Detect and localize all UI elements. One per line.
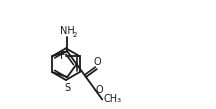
Text: S: S [64,83,70,93]
Text: NH: NH [60,26,75,36]
Text: O: O [93,57,101,67]
Text: 2: 2 [73,32,77,38]
Text: O: O [96,85,103,95]
Text: F: F [60,51,65,61]
Text: CH₃: CH₃ [103,95,121,104]
